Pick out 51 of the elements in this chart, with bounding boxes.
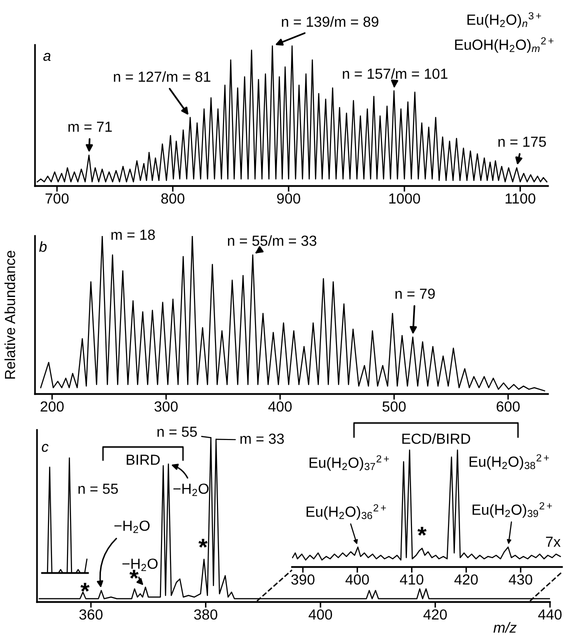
x-tick-label: 420: [423, 609, 447, 620]
annotation: c: [42, 444, 48, 452]
x-axis-title: m/z: [493, 622, 517, 633]
x-tick-label: 360: [79, 609, 103, 620]
annotation: n = 55: [78, 484, 118, 494]
x-tick-label: 200: [40, 401, 64, 412]
x-tick-label: 300: [154, 401, 178, 412]
annotation: n = 79: [395, 288, 435, 299]
annotation: n = 127/m = 81: [114, 71, 210, 82]
x-tick-label: 600: [496, 401, 520, 412]
annotation: *: [198, 538, 208, 548]
annotation: n = 139/m = 89: [282, 16, 378, 27]
annotation: a: [43, 52, 51, 61]
x-tick-label: 900: [277, 193, 300, 204]
annotation: 7x: [546, 536, 561, 547]
annotation: *: [80, 582, 90, 592]
x-tick-label: 410: [400, 574, 424, 585]
annotation: n = 175: [498, 136, 546, 147]
x-tick-label: 420: [454, 574, 478, 585]
annotation: Eu(H$_{2}$O)$_{38}$$^{2+}$: [470, 454, 549, 470]
annotation: *: [129, 570, 139, 579]
annotation: Eu(H$_{2}$O)$_{39}$$^{2+}$: [472, 502, 552, 518]
annotation: *: [417, 526, 427, 536]
x-tick-label: 400: [268, 401, 292, 412]
annotation: Eu(H$_{2}$O)$_{36}$$^{2+}$: [306, 504, 386, 520]
x-tick-label: 1100: [506, 193, 536, 204]
annotation: ECD/BIRD: [402, 433, 470, 444]
x-tick-label: 390: [291, 574, 314, 585]
annotation: EuOH(H$_{2}$O)$_{m}$$^{2+}$: [455, 37, 554, 53]
x-tick-label: 800: [161, 193, 184, 204]
x-tick-label: 380: [194, 609, 218, 620]
annotation: −H$_{2}$O: [173, 484, 209, 496]
x-tick-label: 440: [538, 609, 562, 620]
x-tick-label: 500: [382, 401, 406, 412]
annotation: b: [39, 241, 47, 252]
y-axis-title: Relative Abundance: [4, 250, 16, 379]
annotation: n = 55/m = 33: [228, 235, 316, 246]
x-tick-label: 400: [345, 574, 369, 585]
annotation: n = 55: [157, 426, 197, 437]
x-tick-label: 400: [308, 609, 332, 620]
annotation: BIRD: [126, 454, 160, 465]
annotation: m = 18: [111, 230, 155, 240]
annotation: m = 71: [68, 122, 112, 132]
text: Eu(H$_{2}$O)$_{n}$$^{3+}$: [467, 12, 542, 28]
x-tick-label: 700: [46, 193, 69, 204]
x-tick-label: 1000: [389, 193, 420, 204]
annotation: n = 157/m = 101: [342, 68, 448, 79]
annotation: −H$_{2}$O: [114, 520, 150, 534]
x-tick-label: 430: [508, 574, 532, 585]
annotation: m = 33: [240, 434, 284, 444]
annotation: Eu(H$_{2}$O)$_{37}$$^{2+}$: [310, 455, 389, 471]
